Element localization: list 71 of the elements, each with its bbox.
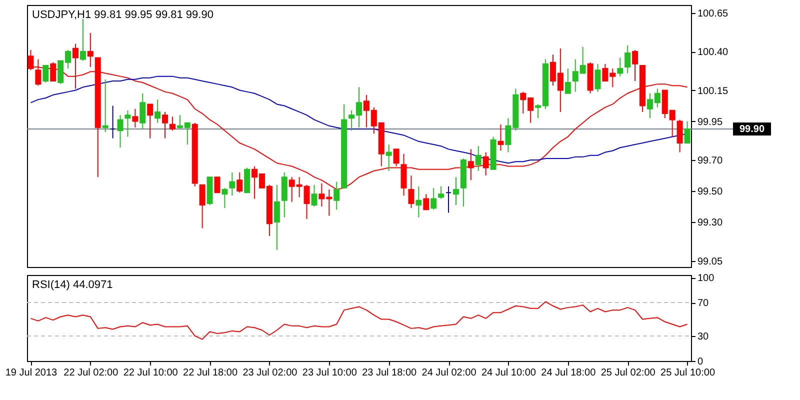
candlestick xyxy=(42,64,49,84)
candlestick xyxy=(446,186,452,214)
candlestick xyxy=(498,124,504,152)
y-tick-label: 99.95 xyxy=(698,116,723,128)
y-tick-label: 99.70 xyxy=(698,156,723,167)
candlestick xyxy=(594,63,601,92)
candlestick xyxy=(244,167,250,194)
candlestick xyxy=(564,68,571,94)
candlestick xyxy=(162,111,168,139)
x-tick-label: 22 Jul 02:00 xyxy=(64,368,119,378)
candlestick xyxy=(311,184,318,208)
chart-title: RSI(14) 44.0971 xyxy=(32,279,113,291)
candlestick xyxy=(140,92,146,130)
candlestick xyxy=(154,99,161,124)
candlestick xyxy=(408,175,414,209)
y-tick-label: 30 xyxy=(698,331,710,342)
y-tick-label: 99.50 xyxy=(698,186,723,198)
ref-line-label: 99.90 xyxy=(739,124,765,136)
x-tick-label: 24 Jul 02:00 xyxy=(422,368,477,378)
y-tick-label: 99.30 xyxy=(698,218,723,229)
candlestick xyxy=(169,116,176,132)
candlestick xyxy=(281,172,288,218)
candlestick xyxy=(132,108,138,128)
y-tick-label: 100 xyxy=(698,273,715,284)
candlestick xyxy=(117,114,124,148)
candlestick xyxy=(416,186,422,218)
candlestick xyxy=(475,146,482,172)
candlestick xyxy=(236,172,243,194)
x-tick-label: 19 Jul 2013 xyxy=(5,368,58,378)
x-tick-label: 23 Jul 02:00 xyxy=(242,368,298,378)
candlestick xyxy=(386,144,392,172)
candlestick xyxy=(624,44,631,74)
candlestick xyxy=(80,18,86,62)
candlestick xyxy=(274,184,280,250)
candlestick xyxy=(124,110,131,138)
candlestick xyxy=(632,49,638,82)
y-tick-label: 100.40 xyxy=(698,47,729,58)
x-tick-label: 25 Jul 10:00 xyxy=(660,368,716,378)
candlestick xyxy=(393,148,400,167)
candlestick xyxy=(468,148,474,181)
x-tick-label: 25 Jul 02:00 xyxy=(600,368,656,378)
candlestick xyxy=(199,184,206,229)
candlestick xyxy=(452,176,459,206)
candlestick xyxy=(423,194,430,210)
candlestick xyxy=(87,32,94,68)
y-tick-label: 70 xyxy=(698,298,710,310)
candlestick xyxy=(438,186,444,200)
candlestick xyxy=(229,172,236,196)
line-series xyxy=(30,301,688,340)
candlestick xyxy=(102,78,108,133)
candlestick xyxy=(222,187,228,209)
candlestick xyxy=(676,119,683,153)
x-tick-label: 23 Jul 10:00 xyxy=(302,368,358,378)
x-tick-label: 22 Jul 18:00 xyxy=(183,368,238,378)
candlestick xyxy=(334,181,340,210)
candlestick xyxy=(617,57,624,77)
x-tick-label: 23 Jul 18:00 xyxy=(362,368,418,378)
x-tick-label: 22 Jul 10:00 xyxy=(123,368,178,378)
y-tick-label: 0 xyxy=(698,356,704,368)
chart-title: USDJPY,H1 99.81 99.95 99.81 99.90 xyxy=(32,9,214,21)
x-tick-label: 24 Jul 10:00 xyxy=(481,368,536,378)
candlestick xyxy=(110,105,116,139)
y-tick-label: 100.15 xyxy=(698,86,729,97)
candlestick xyxy=(147,104,154,139)
x-tick-label: 24 Jul 18:00 xyxy=(541,368,596,378)
candlestick xyxy=(482,152,489,176)
candlestick xyxy=(430,187,437,210)
y-tick-label: 99.05 xyxy=(698,256,723,268)
y-tick-label: 100.65 xyxy=(698,8,729,20)
candlestick xyxy=(684,120,690,144)
candlestick xyxy=(214,176,220,194)
